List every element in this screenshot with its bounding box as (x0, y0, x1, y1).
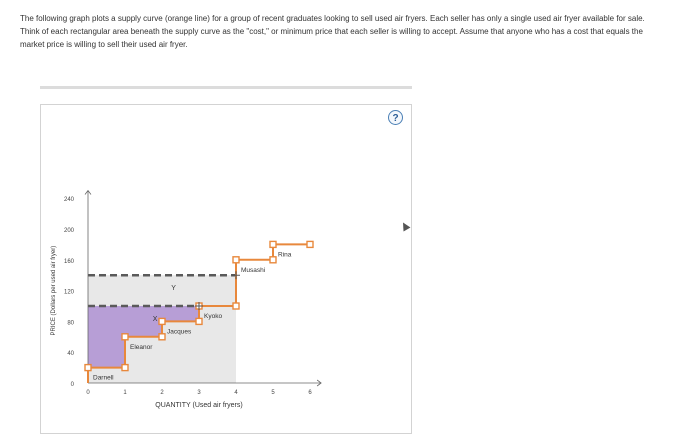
surplus-area-jacques (162, 306, 199, 322)
y-tick-label: 120 (64, 290, 75, 296)
seller-label-darnell: Darnell (93, 375, 114, 382)
supply-point (195, 317, 203, 326)
supply-point (269, 256, 277, 264)
x-tick-label: 2 (160, 390, 164, 396)
y-tick-label: 200 (64, 228, 75, 234)
help-icon[interactable]: ? (388, 110, 403, 125)
supply-point (232, 302, 240, 310)
price-line-label-y: Y (171, 285, 176, 292)
cross-marker (232, 271, 240, 280)
supply-point (269, 240, 277, 249)
seller-label-kyoko: Kyoko (204, 313, 222, 320)
y-tick-label: 160 (64, 259, 75, 265)
supply-point (158, 333, 166, 341)
surplus-area-darnell (88, 306, 125, 368)
surplus-area-eleanor (125, 306, 162, 337)
x-tick-label: 6 (308, 390, 312, 396)
x-tick-label: 0 (86, 390, 90, 396)
cross-marker (195, 302, 203, 310)
supply-point (121, 363, 129, 372)
x-tick-label: 4 (234, 390, 238, 396)
y-tick-label: 0 (71, 382, 75, 388)
x-tick-label: 5 (271, 390, 275, 396)
supply-point (232, 256, 240, 264)
supply-point (306, 240, 314, 249)
supply-point (84, 363, 92, 372)
supply-point (121, 333, 129, 341)
question-text: The following graph plots a supply curve… (20, 14, 645, 49)
divider (40, 86, 412, 89)
y-tick-label: 240 (64, 197, 75, 203)
x-tick-label: 1 (123, 390, 127, 396)
x-axis-arrow (316, 379, 322, 387)
supply-point (158, 317, 166, 326)
x-tick-label: 3 (197, 390, 201, 396)
seller-label-musashi: Musashi (241, 267, 265, 274)
supply-chart: Y X 0 40 80 120 160 200 240 0 1 2 3 4 5 6 QUANTITY (Used… (51, 189, 322, 409)
x-axis-label: QUANTITY (Used air fryers) (155, 402, 242, 409)
seller-label-jacques: Jacques (167, 328, 192, 335)
price-line-label-x: X (153, 316, 158, 323)
seller-label-eleanor: Eleanor (130, 344, 153, 351)
y-axis-arrow (84, 189, 92, 195)
seller-label-rina: Rina (278, 251, 292, 258)
y-axis-label: PRICE (Dollars per used air fryer) (51, 246, 57, 336)
y-tick-label: 80 (67, 320, 74, 326)
graph-panel: Y X 0 40 80 120 160 200 240 0 1 2 3 4 5 6 QUANTITY (Used… (40, 104, 412, 434)
y-tick-label: 40 (67, 351, 74, 357)
